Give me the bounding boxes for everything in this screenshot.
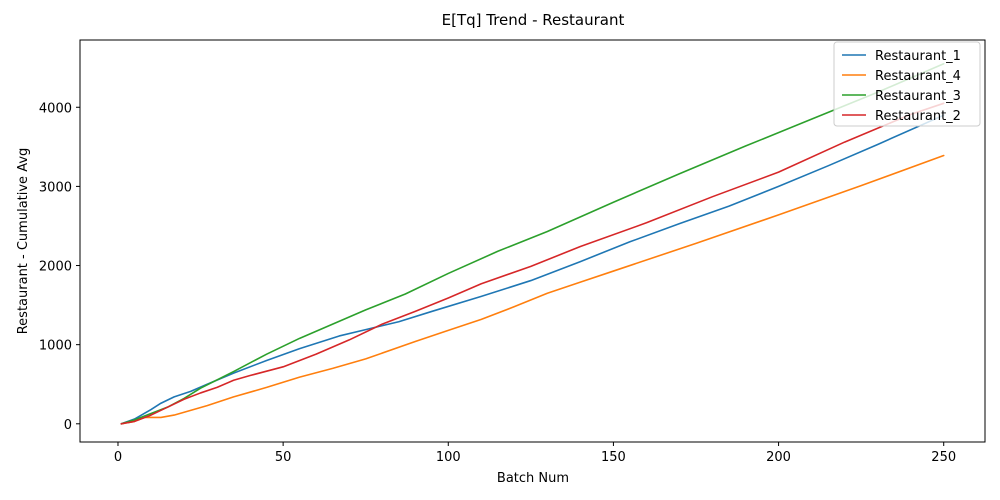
legend-label-restaurant-1: Restaurant_1 xyxy=(875,49,961,64)
legend: Restaurant_1 Restaurant_4 Restaurant_3 Rest… xyxy=(833,41,981,127)
plot-area: 0 50 100 150 200 250 0 1000 2000 3000 4000 xyxy=(39,39,986,465)
y-tick-label: 3000 xyxy=(39,180,72,195)
legend-label-restaurant-2: Restaurant_2 xyxy=(875,109,961,124)
y-tick-label: 2000 xyxy=(39,260,72,275)
x-axis-title: Batch Num xyxy=(497,471,569,486)
y-tick-label: 4000 xyxy=(39,101,72,116)
series-line-restaurant-2 xyxy=(120,102,945,425)
y-tick-label: 0 xyxy=(64,418,72,433)
x-tick-label: 200 xyxy=(766,450,791,465)
y-axis-title: Restaurant - Cumulative Avg xyxy=(16,148,31,335)
series-line-restaurant-1 xyxy=(120,114,945,425)
legend-box xyxy=(833,41,981,127)
legend-label-restaurant-4: Restaurant_4 xyxy=(875,69,961,84)
legend-label-restaurant-3: Restaurant_3 xyxy=(875,89,961,104)
series-line-restaurant-4 xyxy=(120,154,945,425)
x-tick-label: 0 xyxy=(114,450,122,465)
x-tick-label: 250 xyxy=(931,450,956,465)
y-tick-label: 1000 xyxy=(39,339,72,354)
x-tick-label: 150 xyxy=(601,450,626,465)
x-tick-label: 50 xyxy=(275,450,292,465)
axes-frame xyxy=(79,39,986,443)
x-tick-label: 100 xyxy=(436,450,461,465)
chart-title: E[Tq] Trend - Restaurant xyxy=(442,11,625,29)
